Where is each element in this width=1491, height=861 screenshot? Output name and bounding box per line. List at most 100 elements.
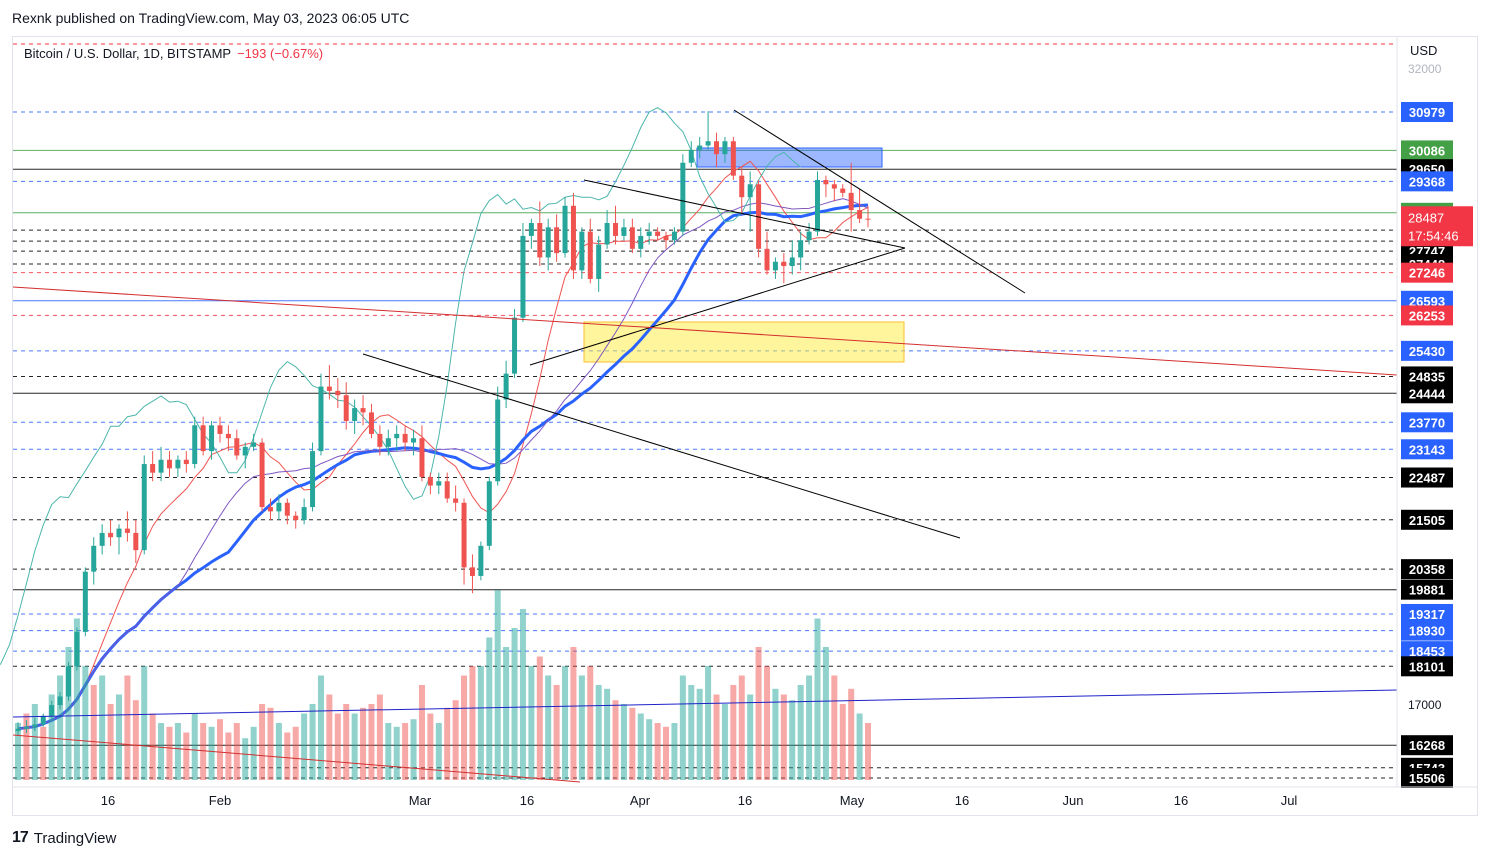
- candle-body: [714, 141, 720, 155]
- x-tick: 16: [1174, 793, 1188, 808]
- candle-body: [562, 205, 568, 254]
- legend[interactable]: Bitcoin / U.S. Dollar, 1D, BITSTAMP −193 …: [24, 46, 323, 61]
- candle-body: [74, 631, 80, 667]
- price-label-box: [1401, 262, 1453, 283]
- price-label-text: 19881: [1409, 583, 1445, 598]
- y-tick: 32000: [1408, 62, 1442, 76]
- trendline: [583, 179, 906, 249]
- volume-bar: [486, 637, 493, 780]
- volume-bar: [216, 719, 223, 780]
- volume-bars: [15, 590, 871, 780]
- volume-bar: [360, 707, 367, 780]
- candle-body: [503, 373, 509, 400]
- candle-body: [823, 179, 829, 185]
- volume-bar: [141, 666, 148, 780]
- volume-bar: [814, 618, 821, 780]
- volume-bar: [629, 707, 636, 780]
- currency-label[interactable]: USD: [1410, 43, 1438, 58]
- volume-bar: [435, 723, 442, 780]
- candle-body: [537, 223, 543, 258]
- candle-body: [326, 386, 332, 391]
- volume-bar: [208, 726, 215, 780]
- y-tick: 17000: [1408, 698, 1442, 712]
- price-label-box: [1401, 305, 1453, 326]
- candle-body: [99, 532, 105, 546]
- candle-body: [427, 476, 433, 486]
- candle-body: [596, 244, 602, 279]
- candle-body: [335, 390, 341, 396]
- volume-bar: [747, 694, 754, 780]
- volume-bar: [250, 726, 257, 780]
- candle-body: [150, 464, 156, 473]
- volume-bar: [713, 694, 720, 780]
- candle-body: [486, 481, 492, 546]
- volume-bar: [545, 675, 552, 780]
- volume-bar: [789, 700, 796, 780]
- volume-bar: [418, 685, 425, 780]
- candle-body: [512, 317, 518, 374]
- volume-bar: [553, 685, 560, 780]
- volume-bar: [738, 675, 745, 780]
- volume-bar: [292, 726, 299, 780]
- volume-bar: [317, 675, 324, 780]
- volume-bar: [612, 700, 619, 780]
- candle-body: [225, 433, 231, 439]
- candle-body: [705, 141, 711, 146]
- volume-bar: [284, 732, 291, 780]
- candle-body: [495, 399, 501, 482]
- candle-body: [781, 261, 787, 267]
- candle-body: [469, 567, 475, 576]
- candle-body: [655, 231, 661, 236]
- volume-bar: [107, 704, 114, 780]
- volume-bar: [73, 618, 80, 780]
- candle-body: [352, 408, 358, 422]
- price-label-box: [1401, 439, 1453, 460]
- trendline: [12, 734, 581, 783]
- volume-bar: [578, 675, 585, 780]
- candle-body: [798, 240, 804, 258]
- volume-bar: [511, 628, 518, 780]
- candle-body: [183, 459, 189, 465]
- candle-body: [141, 464, 147, 551]
- countdown-text: 17:54:46: [1408, 228, 1459, 243]
- volume-bar: [671, 723, 678, 780]
- volume-bar: [721, 704, 728, 780]
- lagging-span: [0, 107, 802, 666]
- candle-body: [301, 507, 307, 521]
- trendline: [12, 689, 1398, 718]
- volume-bar: [730, 685, 737, 780]
- volume-bar: [663, 726, 670, 780]
- price-label-box: [1401, 383, 1453, 404]
- price-label-box: [1401, 768, 1453, 788]
- ichimoku-cloud: [0, 107, 869, 731]
- price-label-text: 23770: [1409, 415, 1445, 430]
- trendline: [12, 286, 1398, 376]
- candle-body: [419, 438, 425, 477]
- tradingview-brand: TradingView: [33, 829, 117, 847]
- volume-bar: [233, 723, 240, 780]
- volume-bar: [410, 719, 417, 780]
- volume-bar: [444, 707, 451, 780]
- volume-bar: [132, 700, 139, 780]
- volume-bar: [385, 723, 392, 780]
- price-label-box: [1401, 641, 1453, 662]
- tradingview-mark-icon: 17: [12, 829, 29, 846]
- volume-bar: [604, 688, 611, 780]
- volume-bar: [839, 704, 846, 780]
- price-label-box: [1401, 171, 1453, 192]
- candle-body: [166, 459, 172, 469]
- volume-bar: [494, 590, 501, 780]
- candle-body: [377, 433, 383, 447]
- candle-body: [343, 395, 349, 422]
- volume-bar: [679, 675, 686, 780]
- candle-body: [192, 425, 198, 465]
- candle-body: [671, 231, 677, 241]
- volume-bar: [452, 700, 459, 780]
- candle-body: [23, 726, 29, 729]
- candle-body: [267, 507, 273, 512]
- candle-body: [806, 231, 812, 241]
- tradingview-logo[interactable]: 17 TradingView: [12, 829, 116, 847]
- volume-bar: [469, 666, 476, 780]
- volume-bar: [806, 675, 813, 780]
